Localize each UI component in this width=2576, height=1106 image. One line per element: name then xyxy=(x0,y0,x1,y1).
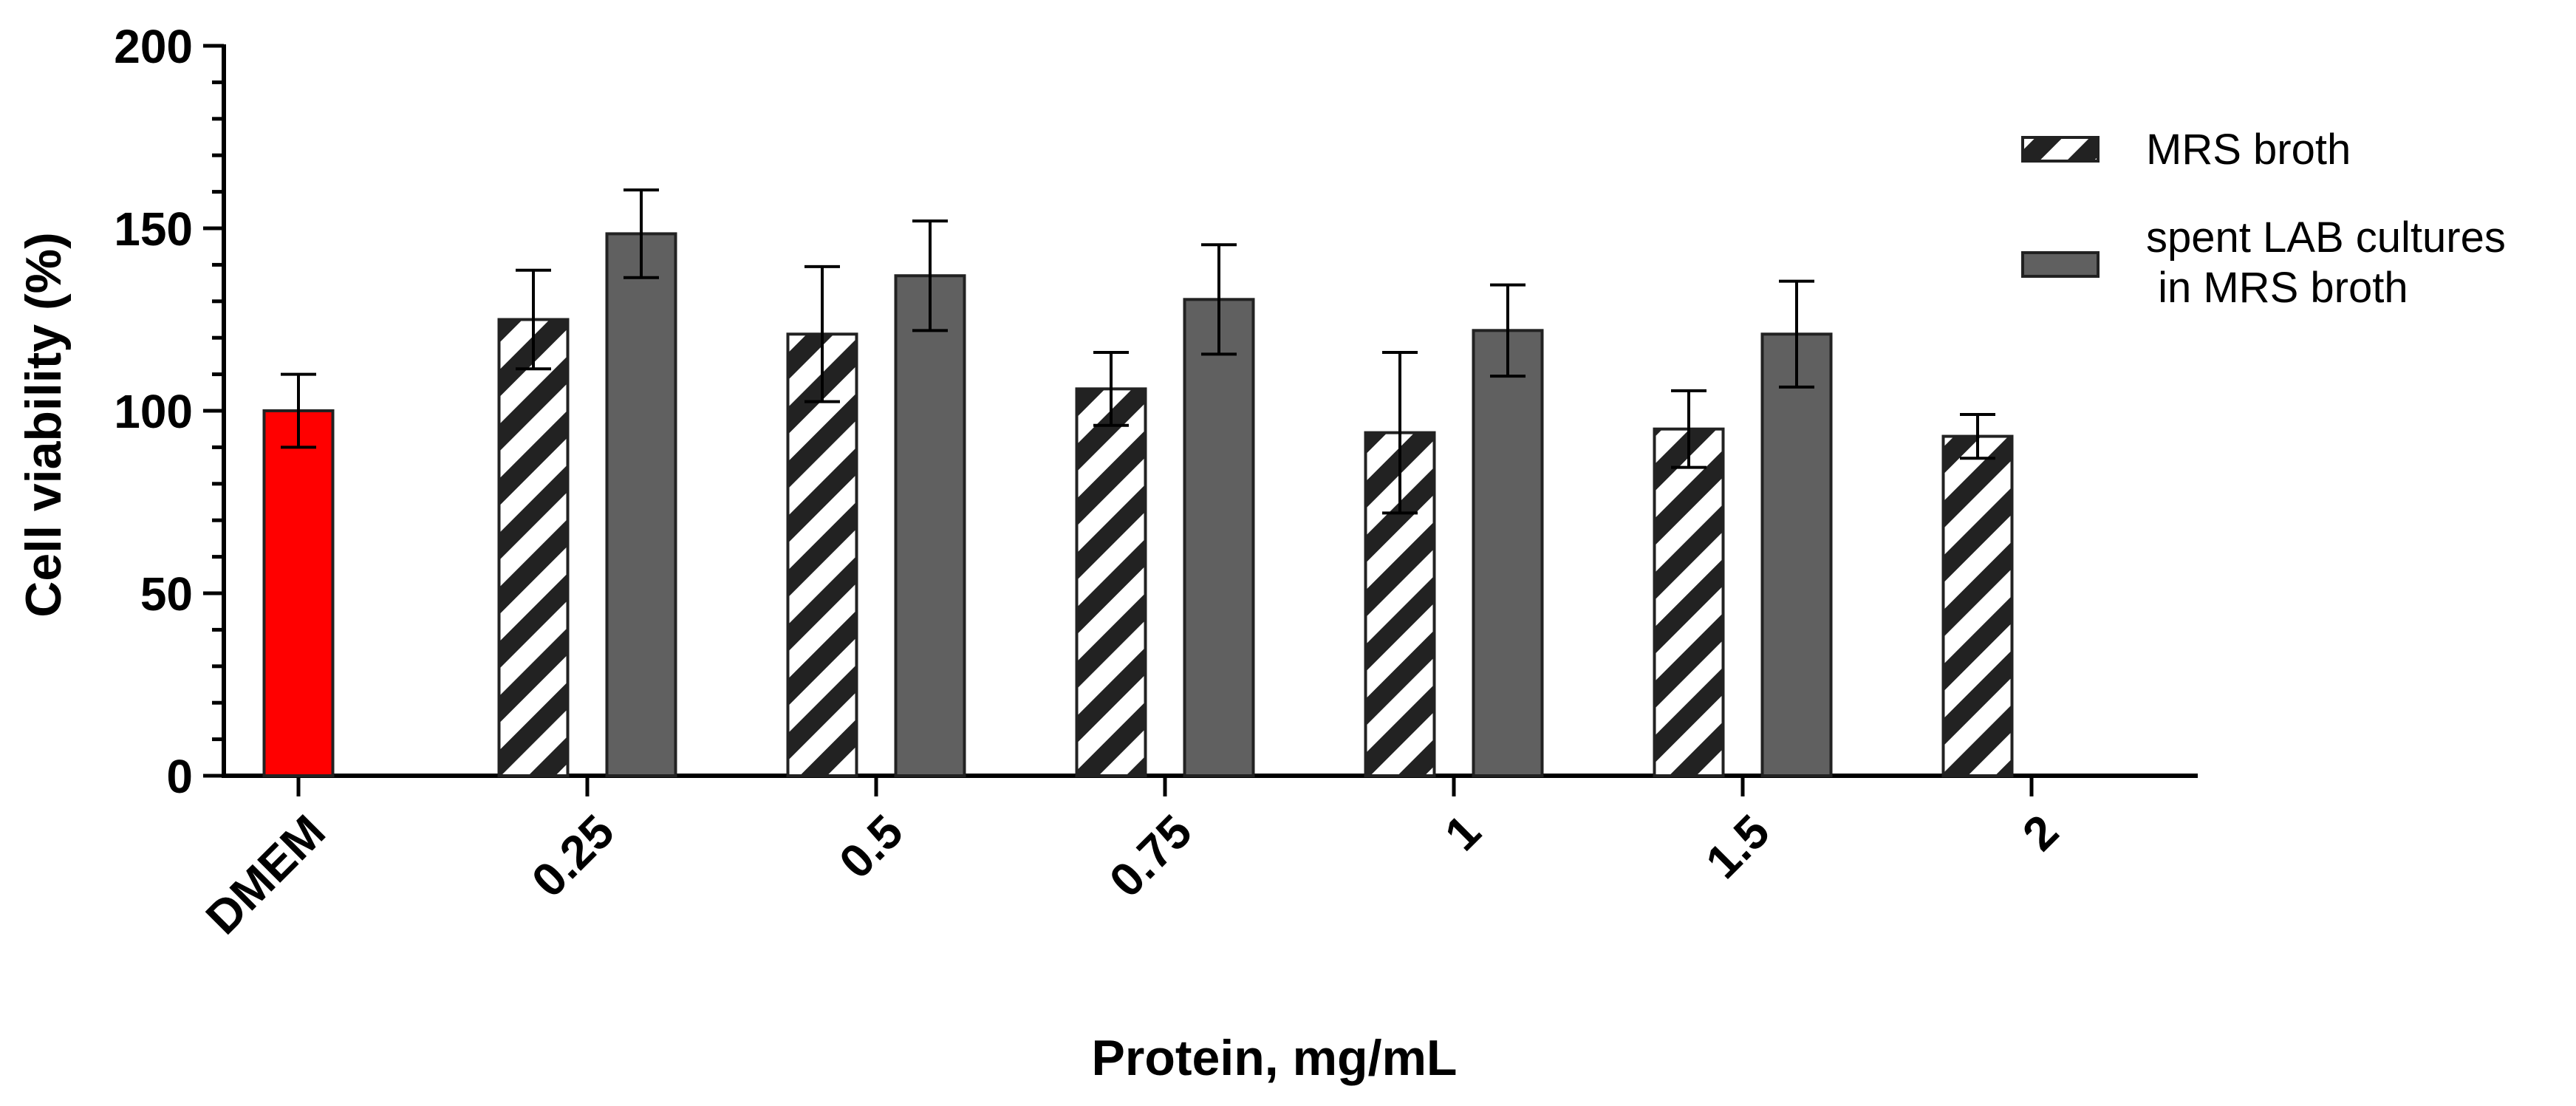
y-tick-label: 100 xyxy=(114,385,193,438)
bar-spent-lab xyxy=(1760,332,1833,777)
bar-control xyxy=(262,409,335,777)
legend-label-line: MRS broth xyxy=(2146,126,2351,174)
legend-swatch-mrs-broth xyxy=(2021,136,2100,163)
y-tick-label: 50 xyxy=(140,567,193,621)
x-tick-label: 0.75 xyxy=(1099,805,1202,907)
bar-mrs-broth xyxy=(1941,434,2014,778)
legend-label-line: in MRS broth xyxy=(2146,264,2408,312)
legend-swatch-spent-lab xyxy=(2021,251,2100,278)
legend-label-line: spent LAB cultures xyxy=(2146,214,2506,262)
bar-spent-lab xyxy=(605,232,677,778)
x-tick-label: 2 xyxy=(2012,805,2068,861)
x-tick-label: 1 xyxy=(1435,805,1491,861)
legend-label-spent-lab: spent LAB cultures in MRS broth xyxy=(2146,214,2506,312)
x-tick-label: 0.25 xyxy=(522,805,624,907)
bar-mrs-broth xyxy=(497,318,570,777)
bar-mrs-broth xyxy=(1075,387,1147,777)
y-tick-label: 150 xyxy=(114,202,193,256)
y-axis-title: Cell viability (%) xyxy=(16,232,72,617)
x-tick-label: 0.5 xyxy=(829,805,913,889)
y-tick-label: 0 xyxy=(166,750,193,803)
x-axis-title: Protein, mg/mL xyxy=(1092,1030,1458,1086)
bar-spent-lab xyxy=(1183,298,1255,777)
bar-mrs-broth xyxy=(786,332,858,777)
x-tick-label: DMEM xyxy=(196,805,335,944)
error-bars xyxy=(281,188,1995,515)
legend: MRS broth spent LAB cultures in MRS brot… xyxy=(2021,126,2506,312)
bars xyxy=(262,232,2014,778)
legend-label-mrs-broth: MRS broth xyxy=(2146,126,2351,174)
bar-spent-lab xyxy=(894,274,966,778)
x-tick-label: 1.5 xyxy=(1695,805,1780,889)
bar-spent-lab xyxy=(1472,329,1544,777)
y-tick-label: 200 xyxy=(114,20,193,73)
bar-mrs-broth xyxy=(1653,427,1725,777)
